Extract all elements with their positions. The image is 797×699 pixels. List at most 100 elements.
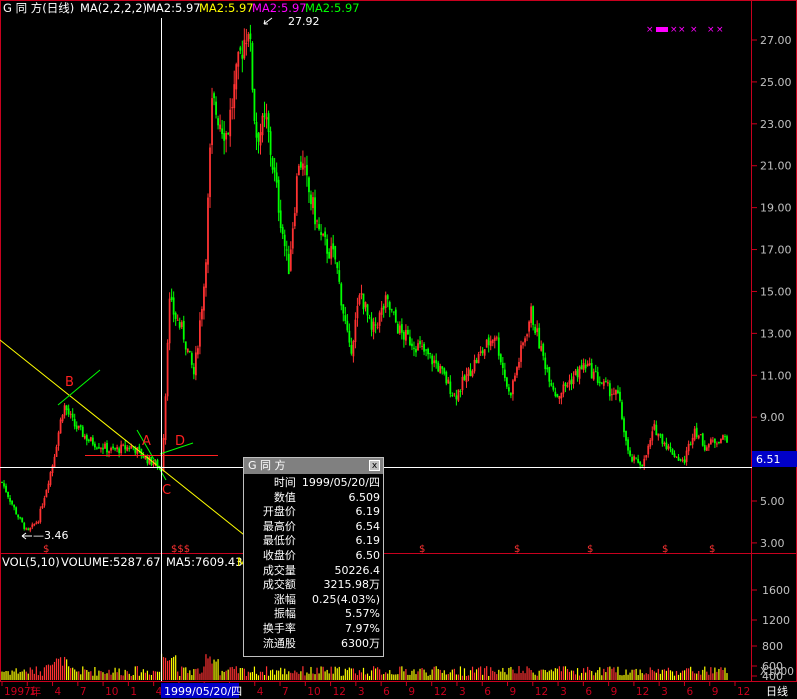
candle-body — [556, 394, 559, 398]
candle-body — [156, 459, 159, 468]
volume-bar — [387, 673, 389, 680]
volume-bar — [447, 674, 449, 680]
candle-body — [419, 340, 421, 345]
candle-body — [600, 382, 603, 384]
candle-body — [338, 270, 341, 282]
high-arrow-icon — [263, 17, 273, 25]
candle-body — [675, 456, 678, 458]
volume-bar — [296, 672, 298, 680]
volume-bar — [185, 667, 187, 680]
volume-bar — [671, 671, 674, 680]
tooltip-row: 最高价 6.54 — [244, 520, 383, 535]
candle-body — [546, 367, 549, 370]
candle-body — [142, 454, 145, 458]
volume-bar — [681, 670, 684, 680]
volume-bar — [195, 668, 197, 680]
candle-body — [190, 353, 193, 365]
vol-ma-trunc: M — [237, 555, 247, 569]
candle-body — [627, 439, 629, 451]
volume-bar — [712, 673, 714, 680]
event-marker: $$$ — [171, 544, 190, 555]
volume-bar — [338, 666, 340, 680]
volume-bar — [88, 671, 90, 680]
volume-bar — [368, 675, 371, 680]
date-tick-label: 3 — [560, 686, 567, 698]
volume-bar — [726, 673, 728, 680]
signal-markers: × × × × × × — [646, 25, 724, 35]
volume-bar — [255, 673, 258, 680]
volume-bar — [47, 664, 50, 680]
point-label-b: B — [65, 375, 74, 390]
candle-body — [289, 249, 292, 271]
volume-bar — [405, 669, 407, 680]
tooltip-key: 成交额 — [262, 578, 296, 592]
candle-body — [637, 458, 640, 463]
candle-body — [271, 157, 274, 170]
candle-body — [79, 425, 82, 427]
candle-body — [182, 320, 185, 340]
volume-bar — [49, 665, 52, 680]
candle-body — [310, 194, 312, 205]
volume-bar — [3, 671, 5, 680]
volume-bar — [538, 670, 540, 680]
close-icon[interactable]: x — [369, 460, 380, 471]
candle-body — [81, 426, 84, 438]
candle-body — [594, 371, 597, 373]
volume-bar — [710, 667, 712, 680]
candle-body — [576, 369, 579, 378]
volume-bar — [21, 671, 23, 680]
volume-bar — [603, 668, 605, 680]
svg-text:×: × — [707, 25, 715, 35]
volume-bar — [572, 670, 575, 680]
candle-body — [701, 433, 704, 446]
date-tick-label: 10 — [307, 686, 320, 698]
volume-bar — [239, 668, 241, 680]
volume-bar — [124, 669, 126, 680]
candle-body — [283, 234, 286, 247]
event-marker: $ — [419, 544, 425, 555]
volume-bar — [488, 675, 490, 680]
tooltip-value: 0.25(4.03%) — [311, 592, 380, 606]
volume-bar — [181, 666, 183, 680]
candle-body — [372, 321, 375, 332]
volume-bar — [276, 670, 278, 680]
candle-body — [354, 319, 357, 342]
volume-bar — [724, 667, 726, 680]
volume-bar — [261, 671, 264, 680]
tooltip-key: 时间 — [273, 476, 296, 489]
volume-bar — [421, 668, 423, 680]
high-label: 27.92 — [288, 15, 320, 28]
volume-bar — [564, 666, 567, 680]
volume-bar — [397, 674, 399, 680]
tooltip-row: 数值 6.509 — [244, 491, 383, 506]
event-markers: $ $$$ $ $ $ $ $ — [43, 544, 715, 555]
tooltip-title-bar[interactable]: G 同 方 x — [244, 458, 383, 474]
price-tick-label: 23.00 — [760, 118, 792, 131]
volume-tick-label: 600 — [762, 660, 783, 673]
volume-bar — [496, 674, 498, 680]
candle-body — [213, 93, 215, 99]
volume-bar — [375, 668, 377, 680]
candle-body — [514, 375, 516, 381]
volume-bar — [578, 675, 581, 680]
data-tooltip-window[interactable]: G 同 方 x 时间 1999/05/20/四 数值 6.509 开盘价 6.19 最高价 6… — [243, 457, 384, 657]
volume-bar — [142, 669, 144, 680]
tooltip-key: 振幅 — [273, 607, 296, 621]
candle-body — [378, 312, 381, 326]
volume-bar — [82, 666, 84, 680]
candle-body — [75, 425, 78, 429]
volume-bar — [621, 675, 623, 680]
candle-body — [629, 450, 631, 456]
candle-body — [136, 447, 139, 454]
candle-body — [651, 431, 654, 441]
volume-bar — [158, 671, 161, 680]
candle-body — [41, 506, 44, 509]
volume-bar — [310, 666, 312, 680]
volume-bar — [372, 666, 375, 680]
event-marker: $ — [587, 544, 593, 555]
candle-body — [608, 383, 611, 397]
candle-body — [164, 396, 167, 441]
candle-body — [27, 528, 30, 530]
volume-bar — [215, 661, 217, 680]
